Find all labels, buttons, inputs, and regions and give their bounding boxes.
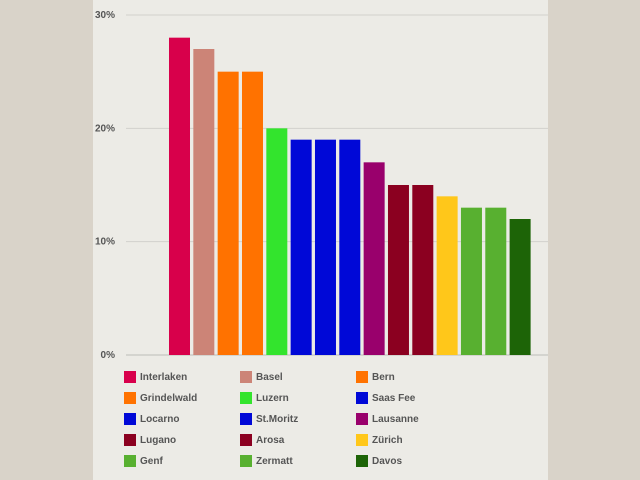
legend-swatch [240, 392, 252, 404]
bar-arosa [412, 185, 434, 355]
bar-genf [460, 207, 482, 355]
legend-label: Grindelwald [140, 392, 198, 404]
legend-item: Locarno [124, 413, 240, 425]
legend-label: Zermatt [256, 455, 293, 467]
legend-swatch [124, 455, 136, 467]
legend-swatch [124, 434, 136, 446]
legend-item: Saas Fee [356, 392, 472, 404]
bar-bern [241, 71, 263, 356]
bar-lausanne [363, 162, 385, 355]
legend-item: Interlaken [124, 371, 240, 383]
y-tick-label: 30% [95, 10, 115, 21]
legend-label: Davos [372, 455, 403, 467]
bar-st-moritz [339, 139, 361, 355]
legend-item: Genf [124, 455, 240, 467]
bar-lugano [387, 185, 409, 355]
bar-davos [509, 219, 531, 355]
legend-swatch [240, 455, 252, 467]
legend-label: Interlaken [140, 371, 188, 383]
legend: Interlaken Basel Bern Grindelwald Luzern Saas… [124, 371, 544, 467]
legend-item: Davos [356, 455, 472, 467]
bar-saas-fee [290, 139, 312, 355]
legend-swatch [240, 371, 252, 383]
bar-zermatt [485, 207, 507, 355]
legend-label: Bern [372, 371, 395, 383]
legend-swatch [356, 392, 368, 404]
legend-item: St.Moritz [240, 413, 356, 425]
bar-locarno [314, 139, 336, 355]
bar-z-rich [436, 196, 458, 355]
legend-label: Lugano [140, 434, 177, 446]
legend-swatch [124, 371, 136, 383]
y-tick-label: 20% [95, 123, 115, 134]
legend-item: Arosa [240, 434, 356, 446]
bar-basel [193, 49, 215, 355]
y-axis-ticks: 0% 10% 20% 30% [95, 10, 115, 361]
legend-swatch [356, 371, 368, 383]
legend-item: Zürich [356, 434, 472, 446]
legend-swatch [124, 413, 136, 425]
legend-swatch [356, 413, 368, 425]
legend-label: Locarno [140, 413, 180, 425]
legend-item: Lausanne [356, 413, 472, 425]
legend-label: Basel [256, 371, 283, 383]
bars [169, 37, 531, 356]
bar-grindelwald [217, 71, 239, 356]
legend-label: Arosa [256, 434, 285, 446]
legend-item: Basel [240, 371, 356, 383]
legend-swatch [240, 434, 252, 446]
bar-luzern [266, 128, 288, 355]
legend-item: Lugano [124, 434, 240, 446]
legend-item: Zermatt [240, 455, 356, 467]
legend-label: Lausanne [372, 413, 419, 425]
bar-interlaken [169, 37, 190, 356]
legend-item: Grindelwald [124, 392, 240, 404]
legend-label: Saas Fee [372, 392, 416, 404]
legend-label: St.Moritz [256, 413, 299, 425]
legend-swatch [124, 392, 136, 404]
legend-swatch [356, 434, 368, 446]
legend-label: Zürich [372, 434, 403, 446]
legend-swatch [356, 455, 368, 467]
legend-item: Bern [356, 371, 472, 383]
legend-label: Genf [140, 455, 163, 467]
legend-item: Luzern [240, 392, 356, 404]
y-tick-label: 0% [101, 350, 116, 361]
legend-label: Luzern [256, 392, 289, 404]
y-tick-label: 10% [95, 237, 115, 248]
legend-swatch [240, 413, 252, 425]
